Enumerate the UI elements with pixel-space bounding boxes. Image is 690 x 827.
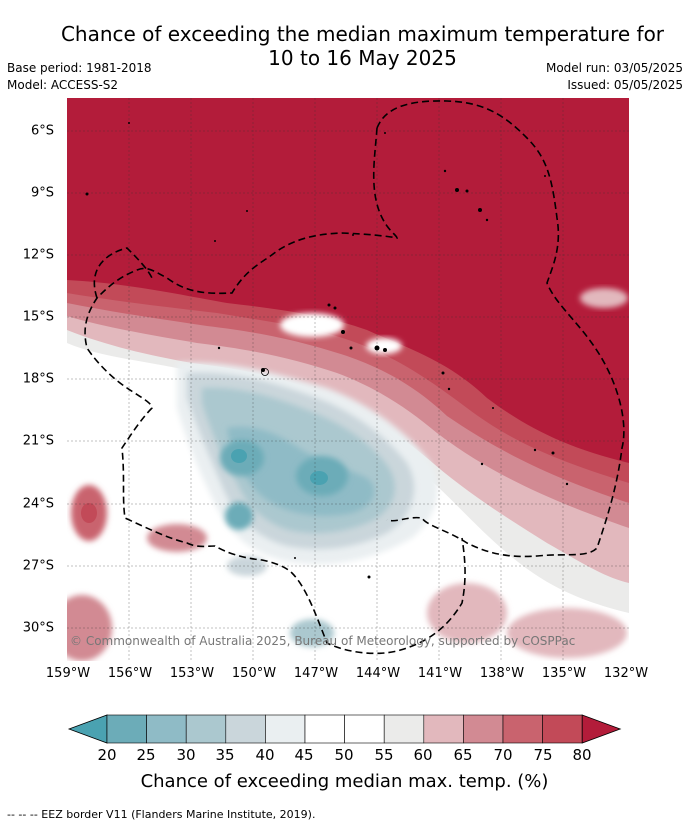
- white-patch-islands-2: [366, 338, 402, 354]
- lon-label-141w: 141°W: [417, 666, 463, 681]
- colorbar-tick-50: 50: [334, 746, 354, 764]
- white-patch-islands: [280, 313, 344, 337]
- meta-right: Model run: 03/05/2025 Issued: 05/05/2025: [546, 60, 683, 94]
- warm-patch-southwest: [67, 595, 112, 661]
- colorbar-cell: [225, 714, 266, 744]
- eez-legend: -- -- -- EEZ border V11 (Flanders Marine…: [7, 808, 316, 821]
- lat-label-30s: 30°S: [22, 620, 54, 636]
- colorbar-cell: [185, 714, 227, 744]
- colorbar-cell: [423, 714, 464, 744]
- lat-label-12s: 12°S: [22, 247, 54, 263]
- map-title: Chance of exceeding the median maximum t…: [40, 22, 685, 70]
- colorbar: [67, 714, 622, 744]
- colorbar-tick-55: 55: [374, 746, 394, 764]
- probability-map: [67, 98, 629, 661]
- lon-label-153w: 153°W: [169, 666, 215, 681]
- meta-left: Base period: 1981-2018 Model: ACCESS-S2: [7, 60, 152, 94]
- colorbar-extend-low: [67, 714, 108, 744]
- colorbar-tick-30: 30: [176, 746, 196, 764]
- lon-label-132w: 132°W: [603, 666, 649, 681]
- model-name: Model: ACCESS-S2: [7, 78, 119, 92]
- colorbar-cell: [106, 714, 147, 744]
- lat-label-21s: 21°S: [22, 433, 54, 449]
- lon-label-150w: 150°W: [231, 666, 277, 681]
- colorbar-extend-high: [581, 714, 622, 744]
- colorbar-tick-20: 20: [97, 746, 117, 764]
- lat-label-18s: 18°S: [22, 371, 54, 387]
- lat-label-15s: 15°S: [22, 309, 54, 325]
- lat-label-24s: 24°S: [22, 496, 54, 512]
- warm-patch-southeast: [507, 608, 627, 658]
- graticule: [67, 98, 629, 661]
- region-20-a: [231, 449, 247, 463]
- issued-date: Issued: 05/05/2025: [567, 78, 683, 92]
- lon-label-144w: 144°W: [355, 666, 401, 681]
- colorbar-tick-25: 25: [136, 746, 156, 764]
- copyright-notice: © Commonwealth of Australia 2025, Bureau…: [70, 634, 576, 648]
- region-20-b: [310, 471, 328, 485]
- colorbar-cells: [67, 714, 622, 744]
- base-period: Base period: 1981-2018: [7, 61, 152, 75]
- lon-label-156w: 156°W: [107, 666, 153, 681]
- colorbar-tick-70: 70: [493, 746, 513, 764]
- lat-label-27s: 27°S: [22, 558, 54, 574]
- colorbar-tick-40: 40: [255, 746, 275, 764]
- colorbar-cell: [344, 714, 385, 744]
- lon-label-138w: 138°W: [479, 666, 525, 681]
- colorbar-tick-80: 80: [572, 746, 592, 764]
- colorbar-tick-45: 45: [294, 746, 314, 764]
- colorbar-tick-35: 35: [215, 746, 235, 764]
- colorbar-cell: [265, 714, 306, 744]
- title-line-1: Chance of exceeding the median maximum t…: [60, 22, 665, 46]
- colorbar-cell: [463, 714, 504, 744]
- warm-patch-east: [580, 288, 628, 308]
- warm-patch-mid: [147, 524, 207, 552]
- title-line-2: 10 to 16 May 2025: [268, 46, 457, 70]
- region-35-south: [290, 619, 334, 647]
- lon-label-159w: 159°W: [45, 666, 91, 681]
- colorbar-cell: [502, 714, 543, 744]
- region-25-c: [225, 502, 253, 530]
- colorbar-cell: [542, 714, 583, 744]
- model-run: Model run: 03/05/2025: [545, 61, 683, 75]
- map-panel: [67, 98, 629, 661]
- colorbar-cell: [383, 714, 425, 744]
- colorbar-label: Chance of exceeding median max. temp. (%…: [140, 771, 549, 792]
- colorbar-cell: [146, 714, 187, 744]
- lat-label-9s: 9°S: [30, 185, 54, 201]
- colorbar-tick-65: 65: [453, 746, 473, 764]
- lon-label-135w: 135°W: [541, 666, 587, 681]
- eez-borders: [84, 100, 625, 655]
- colorbar-tick-75: 75: [533, 746, 553, 764]
- island-outline: [261, 368, 269, 376]
- warm-patch-west-core: [81, 503, 97, 523]
- lon-label-147w: 147°W: [293, 666, 339, 681]
- colorbar-cell: [304, 714, 345, 744]
- islands: [85, 122, 569, 579]
- lat-label-6s: 6°S: [30, 123, 54, 139]
- colorbar-tick-60: 60: [413, 746, 433, 764]
